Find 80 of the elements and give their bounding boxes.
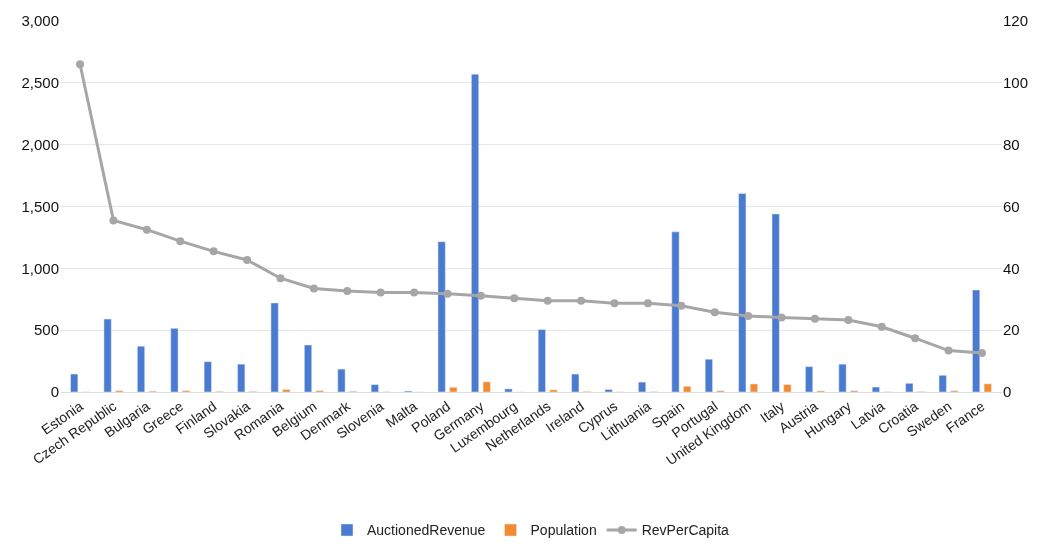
bar [270, 302, 279, 392]
point [510, 294, 519, 303]
point [643, 299, 652, 308]
bar [237, 363, 246, 392]
point [209, 247, 218, 256]
bar [805, 366, 814, 392]
y-tick-label: 2,500 [21, 74, 59, 92]
bar [549, 389, 558, 392]
bar [482, 381, 491, 392]
point [911, 334, 920, 343]
y2-tick-label: 120 [1003, 12, 1029, 30]
y-tick-label: 500 [33, 321, 59, 339]
bar [304, 344, 312, 392]
point [810, 314, 819, 323]
point [109, 216, 118, 225]
y2-tick-label: 20 [1003, 321, 1020, 339]
point [877, 322, 886, 331]
point [710, 308, 719, 317]
point [276, 274, 285, 283]
legend-label: RevPerCapita [641, 522, 730, 539]
point [176, 237, 185, 246]
bar [838, 363, 847, 392]
y2-tick-label: 100 [1003, 74, 1029, 92]
point [744, 311, 753, 320]
bar [871, 386, 880, 392]
y2-tick-label: 40 [1003, 259, 1020, 277]
bar [638, 381, 646, 392]
point [677, 301, 686, 310]
bar [203, 361, 212, 392]
bar [905, 383, 914, 392]
y2-tick-label: 0 [1003, 383, 1012, 401]
point [777, 313, 786, 322]
point [577, 296, 586, 305]
bar [537, 329, 546, 392]
bar [571, 373, 580, 392]
legend-label: Population [530, 522, 597, 539]
bar [282, 389, 291, 392]
bar [704, 358, 713, 392]
y-tick-label: 0 [50, 383, 59, 401]
y-tick-label: 2,000 [21, 135, 59, 153]
y-tick-label: 3,000 [21, 12, 59, 30]
bar [370, 384, 379, 392]
bar [170, 328, 179, 392]
point [977, 349, 986, 358]
bar [750, 383, 758, 392]
point [476, 291, 485, 300]
bar [738, 193, 747, 392]
y2-tick-label: 80 [1003, 135, 1020, 153]
bar [504, 388, 513, 392]
point [610, 299, 619, 308]
point [543, 296, 552, 305]
bar [337, 368, 346, 392]
point [142, 225, 151, 234]
y-tick-label: 1,500 [21, 197, 59, 215]
point [343, 286, 352, 295]
bar [437, 241, 446, 392]
point [309, 284, 318, 293]
point [76, 60, 85, 69]
legend-label: AuctionedRevenue [367, 522, 486, 539]
bar [983, 383, 992, 392]
bar [471, 73, 479, 392]
y2-tick-label: 60 [1003, 197, 1020, 215]
bar [771, 213, 780, 392]
point [243, 255, 252, 264]
bar [449, 387, 458, 392]
bar [783, 384, 792, 392]
point [376, 288, 385, 297]
bar [70, 373, 79, 392]
bar [683, 386, 692, 392]
bar [137, 345, 145, 392]
y-tick-label: 1,000 [21, 259, 59, 277]
bar [671, 231, 680, 392]
point [443, 289, 452, 298]
point [944, 346, 953, 355]
point [844, 315, 853, 324]
bar [938, 375, 947, 392]
point [410, 288, 419, 297]
bar [103, 318, 112, 392]
bar [604, 389, 613, 392]
bar [972, 289, 981, 392]
